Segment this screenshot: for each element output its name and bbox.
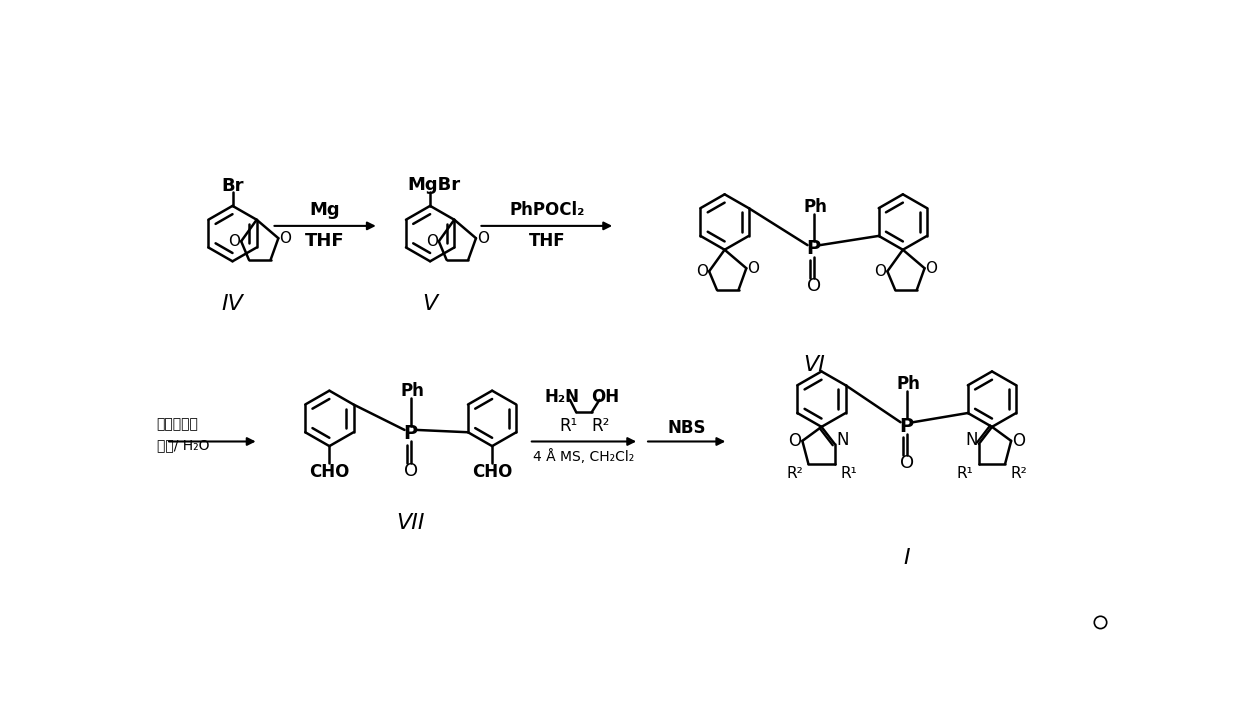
Text: PhPOCl₂: PhPOCl₂: [510, 201, 584, 219]
Text: O: O: [477, 231, 489, 246]
Text: OH: OH: [591, 388, 620, 406]
Text: R²: R²: [1011, 466, 1028, 481]
Text: P: P: [404, 424, 418, 443]
Text: O: O: [900, 454, 914, 472]
Text: H₂N: H₂N: [544, 388, 580, 406]
Text: Br: Br: [221, 177, 244, 195]
Text: O: O: [425, 234, 438, 249]
Text: CHO: CHO: [472, 464, 512, 482]
Text: N: N: [965, 431, 977, 449]
Text: 对甲苯磺酸: 对甲苯磺酸: [156, 417, 198, 432]
Text: N: N: [836, 431, 848, 449]
Text: V: V: [423, 293, 438, 314]
Text: R²: R²: [591, 417, 610, 435]
Text: O: O: [807, 277, 821, 295]
Text: O: O: [404, 461, 418, 479]
Text: 4 Å MS, CH₂Cl₂: 4 Å MS, CH₂Cl₂: [533, 449, 635, 464]
Text: R¹: R¹: [559, 417, 578, 435]
Text: VII: VII: [397, 513, 425, 533]
Text: O: O: [925, 261, 937, 275]
Text: CHO: CHO: [309, 464, 350, 482]
Text: THF: THF: [528, 232, 565, 250]
Text: O: O: [1012, 432, 1025, 450]
Text: O: O: [696, 264, 708, 279]
Text: O: O: [279, 231, 291, 246]
Text: R¹: R¹: [956, 466, 973, 481]
Text: Ph: Ph: [401, 382, 424, 400]
Text: O: O: [874, 264, 887, 279]
Text: 丙酮/ H₂O: 丙酮/ H₂O: [156, 438, 210, 452]
Text: NBS: NBS: [667, 419, 706, 437]
Text: R¹: R¹: [841, 466, 857, 481]
Text: VI: VI: [802, 355, 825, 375]
Text: Ph: Ph: [804, 198, 827, 216]
Text: O: O: [228, 234, 241, 249]
Text: O: O: [789, 432, 801, 450]
Text: O: O: [748, 261, 759, 275]
Text: MgBr: MgBr: [408, 176, 460, 194]
Text: P: P: [807, 239, 821, 259]
Text: THF: THF: [305, 232, 345, 250]
Text: R²: R²: [786, 466, 802, 481]
Text: IV: IV: [222, 293, 243, 314]
Text: P: P: [900, 417, 914, 435]
Text: Ph: Ph: [897, 375, 920, 393]
Text: I: I: [904, 548, 910, 567]
Text: Mg: Mg: [310, 201, 341, 219]
